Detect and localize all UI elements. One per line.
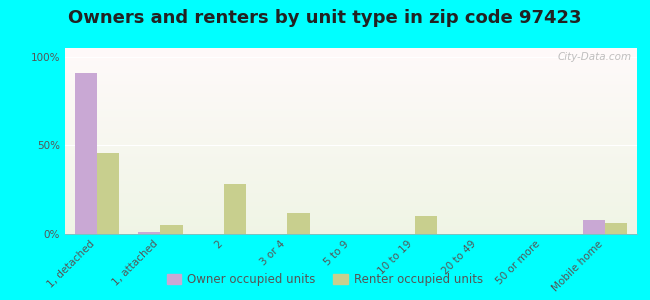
Bar	[75, 73, 97, 234]
Text: Owners and renters by unit type in zip code 97423: Owners and renters by unit type in zip c…	[68, 9, 582, 27]
Bar	[605, 224, 627, 234]
Bar	[224, 184, 246, 234]
Bar	[415, 216, 437, 234]
Bar	[161, 225, 183, 234]
Bar	[138, 232, 161, 234]
Bar	[583, 220, 605, 234]
Bar	[97, 152, 119, 234]
Bar	[287, 213, 309, 234]
Text: City-Data.com: City-Data.com	[557, 52, 631, 62]
Legend: Owner occupied units, Renter occupied units: Owner occupied units, Renter occupied un…	[162, 269, 488, 291]
